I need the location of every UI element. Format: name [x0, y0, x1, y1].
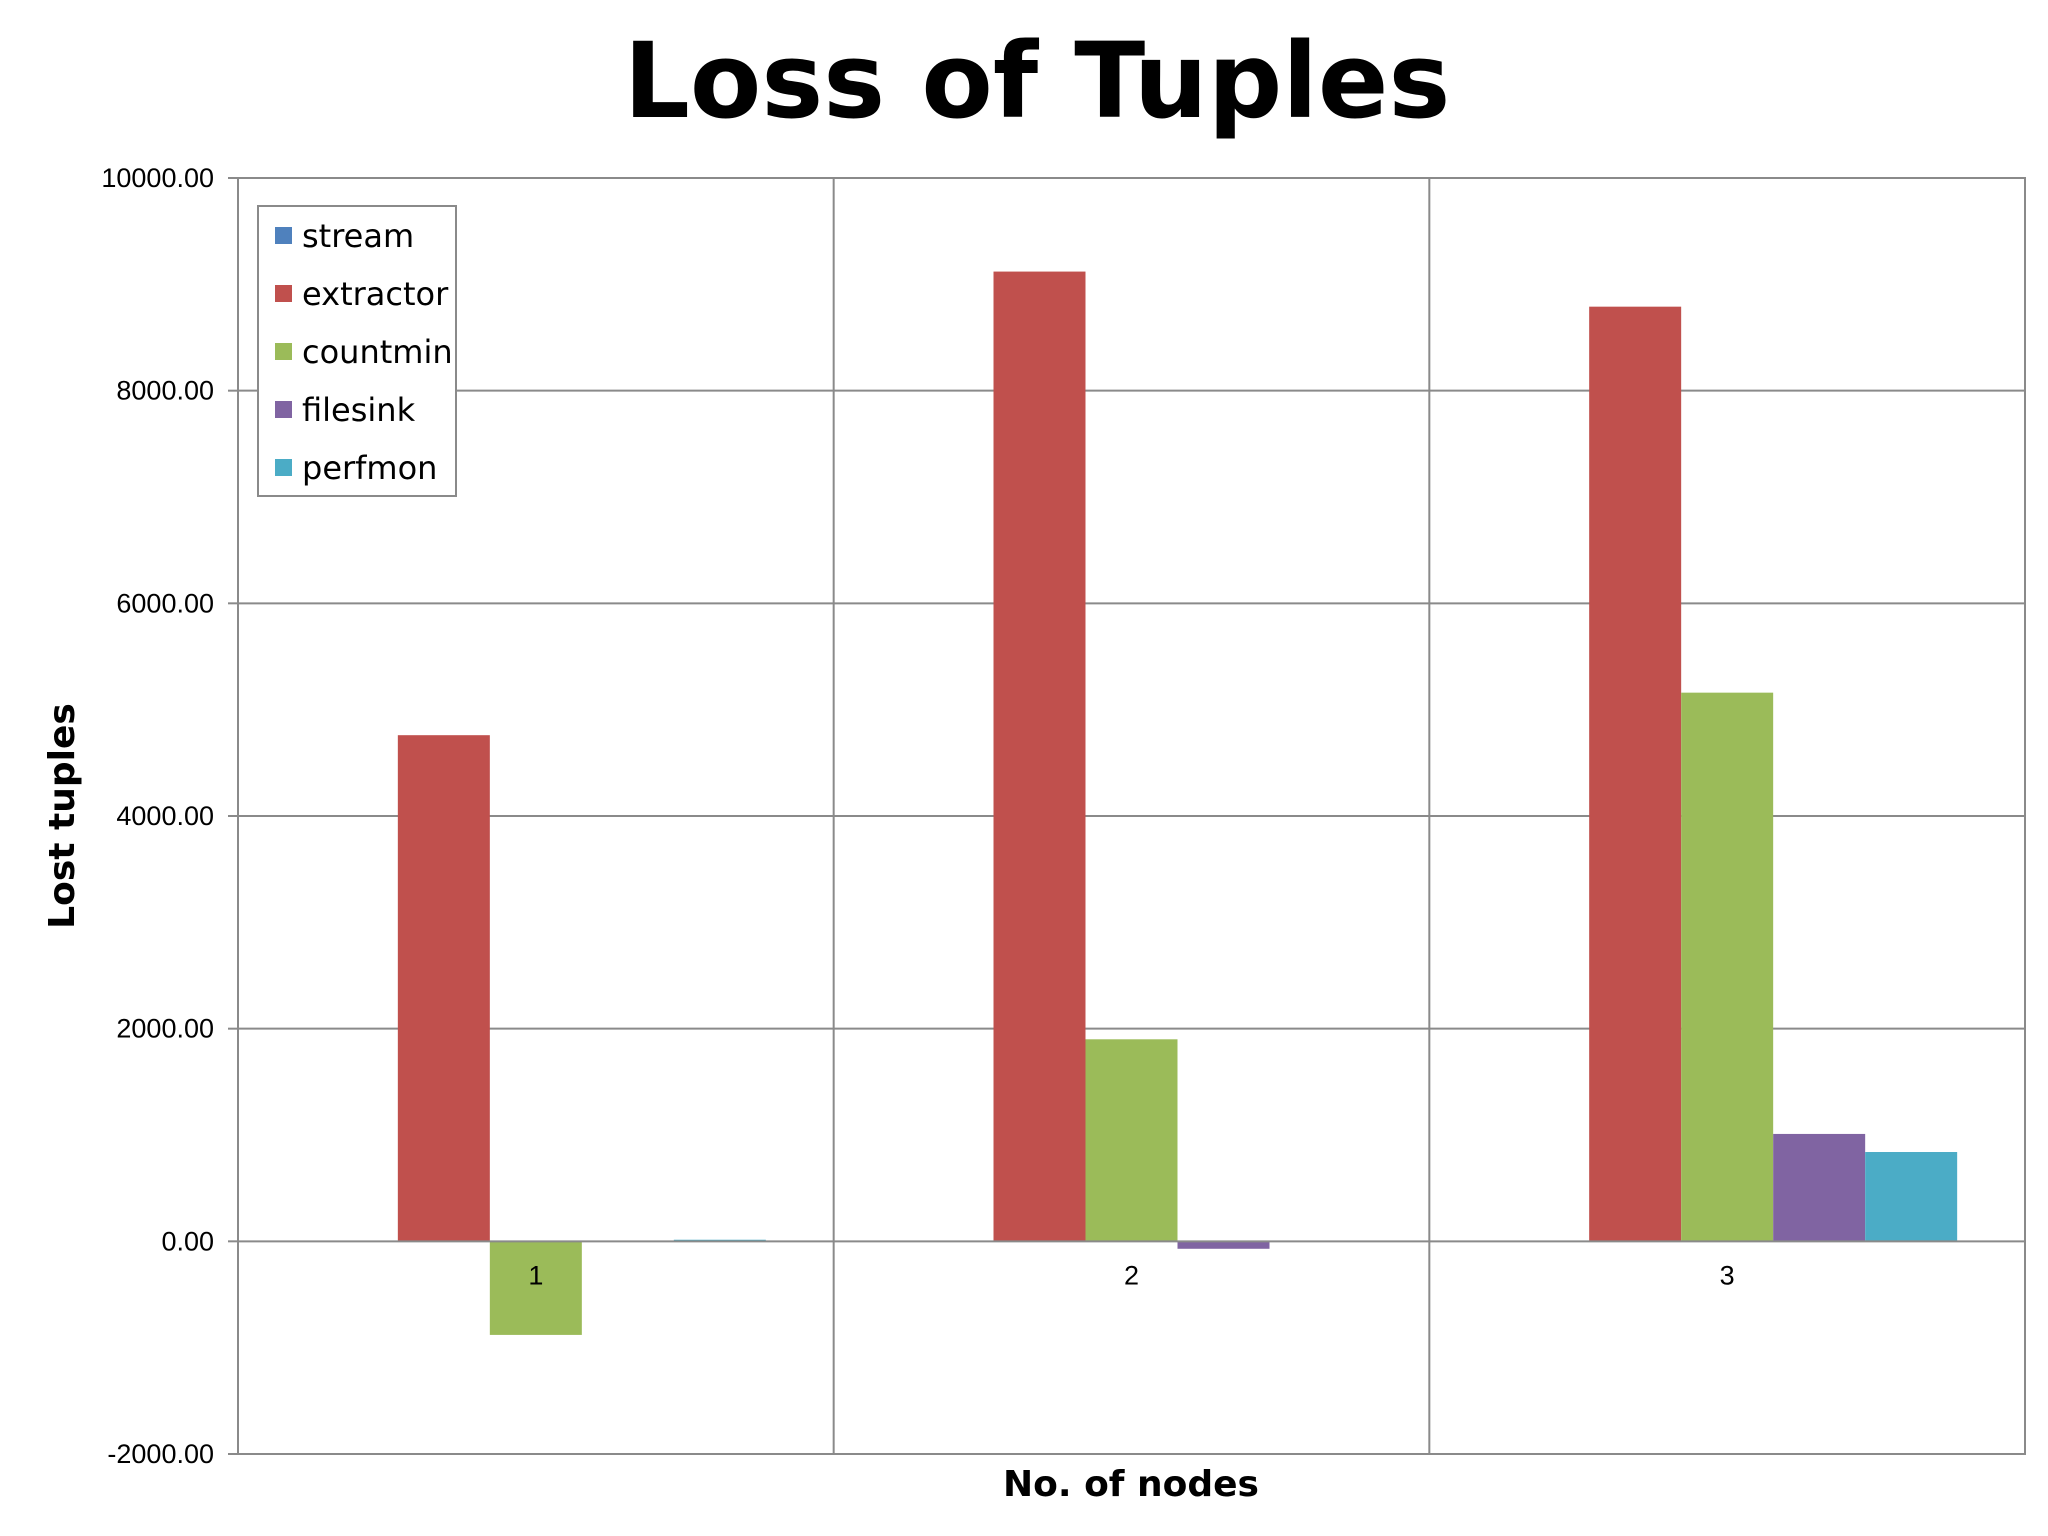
y-tick-label: 8000.00	[116, 376, 214, 406]
y-tick-labels: -2000.00 0.00 2000.00 4000.00 6000.00 8000.00…	[101, 163, 238, 1469]
y-tick-label: 2000.00	[116, 1014, 214, 1044]
legend-label-filesink: filesink	[302, 391, 416, 429]
y-tick-label: 10000.00	[101, 163, 214, 193]
y-tick-label: 0.00	[161, 1226, 214, 1256]
legend-label-countmin: countmin	[302, 333, 453, 371]
bar-countmin-1	[489, 1241, 582, 1335]
legend-label-stream: stream	[302, 217, 414, 255]
legend-swatch-extractor	[275, 285, 292, 302]
bar-extractor-2	[993, 271, 1086, 1242]
y-axis-title: Lost tuples	[42, 703, 83, 929]
legend-label-extractor: extractor	[302, 275, 449, 313]
legend-swatch-countmin	[275, 343, 292, 360]
y-tick-label: 6000.00	[116, 588, 214, 618]
legend-items: stream extractor countmin filesink perfmon	[275, 217, 453, 487]
y-tick-label: -2000.00	[107, 1439, 214, 1469]
legend: stream extractor countmin filesink perfmon	[257, 205, 457, 497]
legend-swatch-filesink	[275, 401, 292, 418]
bar-perfmon-3	[1865, 1152, 1958, 1242]
x-tick-labels: 1 2 3	[528, 1260, 1734, 1290]
bar-countmin-3	[1681, 692, 1774, 1242]
bar-filesink-2	[1177, 1241, 1270, 1249]
legend-label-perfmon: perfmon	[302, 449, 437, 487]
y-tick-label: 4000.00	[116, 801, 214, 831]
x-tick-label: 1	[528, 1260, 543, 1290]
x-tick-label: 2	[1124, 1260, 1139, 1290]
bar-countmin-2	[1085, 1039, 1178, 1242]
bar-extractor-3	[1589, 306, 1682, 1242]
legend-swatch-stream	[275, 227, 292, 244]
chart-title: Loss of Tuples	[624, 20, 1451, 142]
bar-filesink-3	[1773, 1133, 1866, 1242]
bars	[397, 271, 1958, 1335]
x-tick-label: 3	[1720, 1260, 1735, 1290]
x-axis-title: No. of nodes	[1003, 1464, 1259, 1505]
legend-swatch-perfmon	[275, 459, 292, 476]
bar-extractor-1	[397, 735, 490, 1242]
